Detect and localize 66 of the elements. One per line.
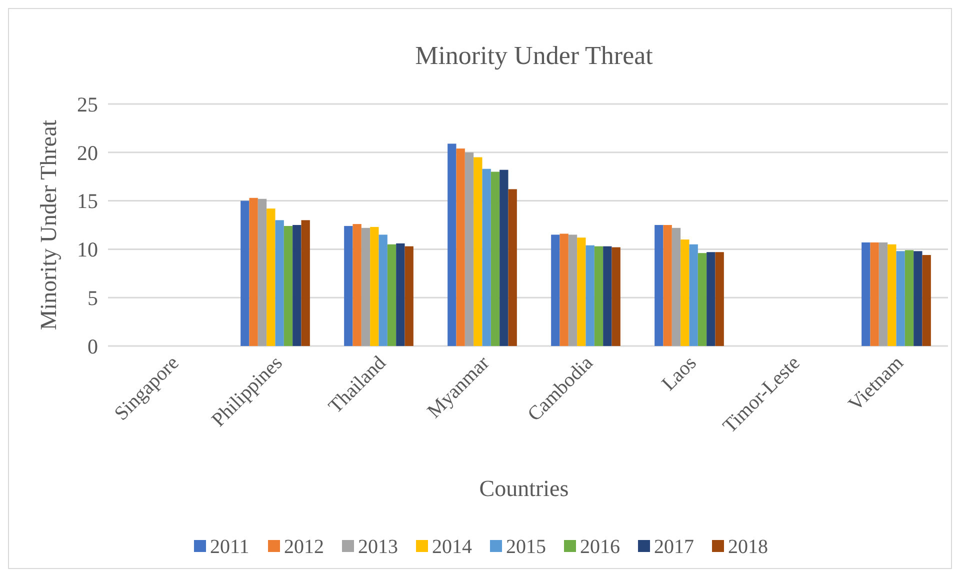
bar — [361, 228, 370, 346]
x-tick-label: Laos — [658, 352, 701, 396]
bar — [654, 225, 664, 346]
bar — [404, 246, 414, 346]
bar — [680, 240, 690, 346]
bar — [482, 168, 491, 346]
bar — [888, 244, 896, 346]
bar — [878, 242, 888, 346]
bar — [612, 247, 620, 346]
bar — [249, 198, 258, 346]
legend-label: 2014 — [432, 536, 472, 558]
chart-title: Minority Under Threat — [415, 41, 654, 70]
legend-label: 2018 — [728, 536, 768, 558]
bar — [474, 157, 482, 346]
bar — [387, 244, 396, 346]
y-tick-label: 10 — [77, 238, 98, 262]
y-tick-label: 20 — [77, 140, 98, 165]
legend-label: 2012 — [284, 536, 324, 558]
bar — [672, 228, 681, 346]
bar — [284, 226, 293, 346]
bar — [464, 152, 474, 346]
bar — [922, 255, 931, 346]
bar — [396, 243, 405, 346]
bar — [456, 148, 465, 346]
bar — [715, 252, 724, 346]
bar — [698, 253, 707, 346]
bar — [266, 208, 276, 346]
bar — [378, 234, 388, 346]
bar — [344, 226, 353, 346]
bar — [292, 225, 302, 346]
bar — [586, 245, 594, 346]
bar — [352, 224, 362, 346]
bar — [240, 200, 250, 346]
bar — [508, 189, 517, 346]
bar — [448, 144, 456, 346]
bar — [663, 225, 672, 346]
bar — [689, 244, 698, 346]
bar — [904, 250, 914, 346]
bar — [706, 252, 716, 346]
bar — [490, 172, 500, 346]
bar — [275, 220, 284, 346]
bar — [560, 234, 568, 346]
bar — [594, 246, 604, 346]
y-tick-label: 25 — [77, 92, 98, 116]
y-tick-label: 0 — [88, 334, 98, 358]
y-axis-title: Minority Under Threat — [36, 119, 61, 330]
y-tick-label: 5 — [88, 286, 98, 310]
legend-label: 2015 — [506, 536, 546, 558]
bar — [551, 234, 560, 346]
bar — [862, 242, 870, 346]
bar — [914, 251, 922, 346]
legend-label: 2017 — [654, 536, 694, 558]
bar — [301, 220, 310, 346]
bar — [896, 251, 905, 346]
legend-label: 2013 — [358, 536, 398, 558]
bar — [258, 198, 267, 346]
y-tick-label: 15 — [77, 189, 98, 214]
legend-label: 2011 — [210, 536, 250, 558]
bar — [370, 226, 379, 346]
bar — [603, 246, 612, 346]
bar — [500, 170, 508, 346]
x-axis-title: Countries — [479, 476, 569, 501]
legend-label: 2016 — [580, 536, 620, 558]
bar — [577, 238, 586, 346]
bar — [568, 234, 578, 346]
bar — [870, 242, 879, 346]
